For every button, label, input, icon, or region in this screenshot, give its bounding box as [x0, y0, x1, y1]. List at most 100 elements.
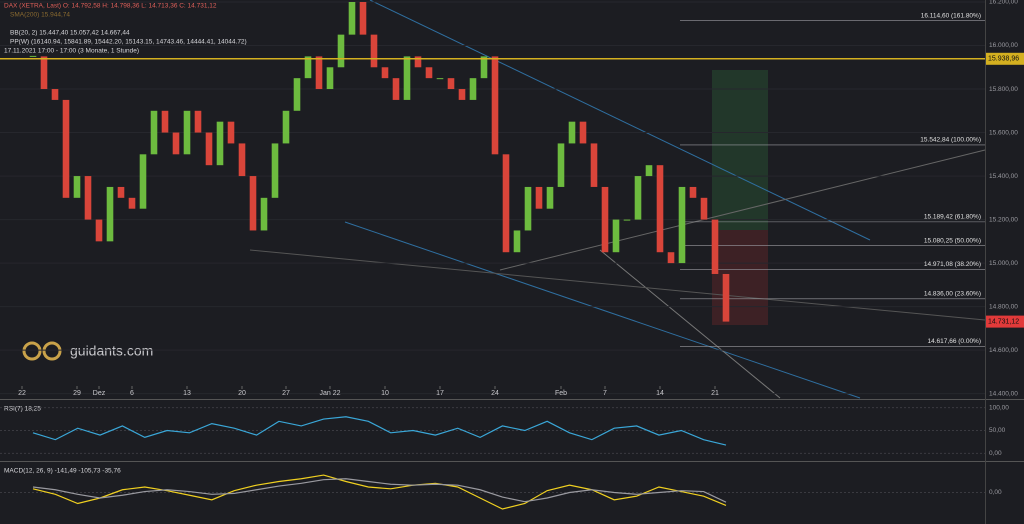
- stop-zone: [712, 230, 768, 325]
- candle: [568, 121, 576, 144]
- trend-line: [499, 149, 986, 271]
- x-tick-label: 10: [381, 390, 389, 397]
- y-tick-label: 14.600,00: [989, 347, 1018, 354]
- x-tick-label: 7: [603, 390, 607, 397]
- candle: [293, 78, 301, 111]
- candle: [447, 78, 455, 90]
- panel-title: MACD(12, 26, 9) -141,49 -105,73 -35,76: [4, 468, 121, 475]
- y-tick-label: 16.000,00: [989, 42, 1018, 49]
- candle: [535, 186, 543, 209]
- candle: [557, 143, 565, 187]
- x-tick-label: 13: [183, 390, 191, 397]
- bb-label: BB(20, 2) 15.447,40 15.057,42 14.667,44: [10, 30, 130, 37]
- fib-label: 15.080,25 (50.00%): [924, 237, 981, 244]
- candle: [678, 186, 686, 264]
- candle: [579, 121, 587, 144]
- candle: [513, 230, 521, 253]
- candle: [436, 78, 444, 80]
- target-zone: [712, 70, 768, 230]
- fib-label: 14.836,00 (23.60%): [924, 291, 981, 298]
- candle: [612, 219, 620, 253]
- candle: [51, 89, 59, 100]
- fib-label: 16.114,60 (161.80%): [921, 12, 981, 19]
- candle: [722, 273, 730, 322]
- candle: [117, 186, 125, 198]
- trend-line: [599, 249, 781, 399]
- candle: [381, 67, 389, 79]
- candle: [139, 154, 147, 209]
- x-tick-label: 6: [130, 390, 134, 397]
- candle: [315, 56, 323, 90]
- x-tick-label: 14: [656, 390, 664, 397]
- x-tick-label: Jan 22: [319, 390, 340, 397]
- candle: [370, 34, 378, 68]
- candle: [667, 252, 675, 264]
- candle: [260, 197, 268, 231]
- candle: [524, 186, 532, 231]
- candle: [84, 176, 92, 220]
- candle: [161, 110, 169, 133]
- candle: [634, 176, 642, 220]
- candle: [711, 219, 719, 274]
- candle: [337, 34, 345, 68]
- candle: [128, 197, 136, 209]
- candle: [106, 186, 114, 242]
- fib-label: 15.189,42 (61.80%): [924, 214, 981, 221]
- y-tick-label: 15.200,00: [989, 216, 1018, 223]
- y-tick-label: 100,00: [989, 404, 1009, 411]
- candle: [469, 78, 477, 100]
- candle: [425, 67, 433, 79]
- candle: [73, 176, 81, 198]
- y-tick-label: 0,00: [989, 489, 1002, 496]
- y-tick-label: 16.200,00: [989, 0, 1018, 6]
- sma-label: SMA(200) 15.944,74: [10, 12, 70, 19]
- x-tick-label: 24: [491, 390, 499, 397]
- watermark: guidants.com: [70, 343, 153, 359]
- quote: DAX (XETRA, Last) O: 14.792,58 H: 14.798…: [4, 3, 217, 10]
- indicator-line: [32, 478, 727, 503]
- candle: [249, 176, 257, 231]
- candle: [700, 197, 708, 220]
- candle: [491, 56, 499, 155]
- candle: [227, 121, 235, 144]
- candle: [62, 99, 70, 198]
- candle: [304, 56, 312, 79]
- candle: [623, 219, 631, 221]
- candle: [172, 132, 180, 155]
- x-tick-label: 21: [711, 390, 719, 397]
- y-tick-label: 15.600,00: [989, 129, 1018, 136]
- range-label: 17.11.2021 17:00 - 17:00 (3 Monate, 1 St…: [4, 48, 139, 55]
- x-tick-label: 20: [238, 390, 246, 397]
- candle: [645, 165, 653, 177]
- candle: [40, 56, 48, 90]
- logo: [22, 341, 62, 361]
- candle: [282, 110, 290, 144]
- y-tick-label: 0,00: [989, 450, 1002, 457]
- price-tag: [986, 315, 1024, 328]
- candle: [183, 110, 191, 155]
- candle: [392, 78, 400, 100]
- candle: [348, 2, 356, 35]
- pp-label: PP(W) (16140.94, 15841.89, 15442.20, 151…: [10, 39, 247, 46]
- trend-line: [249, 249, 986, 321]
- indicator-line: [32, 416, 727, 446]
- y-tick-label: 50,00: [989, 427, 1006, 434]
- candle: [546, 186, 554, 209]
- candle: [414, 56, 422, 68]
- candle: [601, 186, 609, 253]
- candle: [480, 56, 488, 79]
- x-tick-label: Feb: [555, 390, 567, 397]
- candle: [359, 2, 367, 35]
- x-tick-label: 29: [73, 390, 81, 397]
- candle: [590, 143, 598, 187]
- price-tag-label: 15.938,96: [988, 56, 1019, 63]
- candle: [194, 110, 202, 133]
- x-tick-label: 17: [436, 390, 444, 397]
- candle: [656, 165, 664, 253]
- trend-line: [369, 0, 871, 241]
- candle: [403, 56, 411, 100]
- candle: [95, 219, 103, 242]
